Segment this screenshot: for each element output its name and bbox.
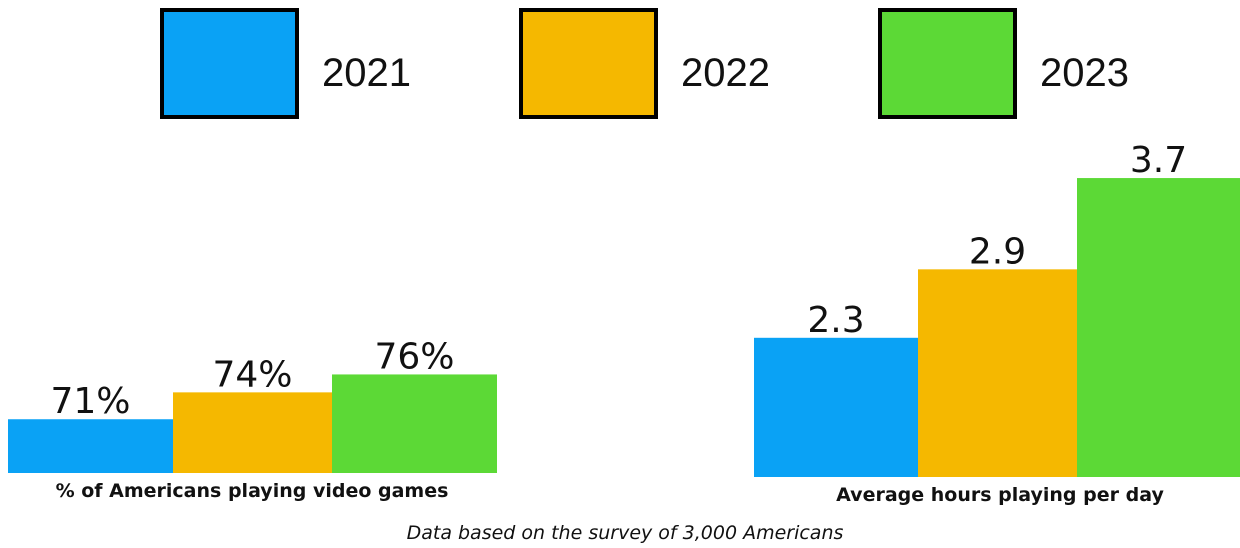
value-label-2022: 74% (212, 354, 292, 395)
value-label-2022: 2.9 (969, 231, 1026, 272)
category-label: Average hours playing per day (836, 484, 1164, 506)
legend-item-2022: 2022 (519, 8, 770, 119)
bar-2021 (8, 419, 173, 473)
bar-2022 (918, 269, 1077, 477)
value-label-2021: 2.3 (807, 300, 864, 341)
legend-swatch-2022 (519, 8, 658, 119)
value-label-2021: 71% (50, 381, 130, 422)
value-label-2023: 76% (374, 336, 454, 377)
category-label: % of Americans playing video games (56, 480, 449, 502)
value-label-2023: 3.7 (1130, 140, 1187, 181)
bar-2023 (1077, 178, 1240, 478)
chart-panels: 71% 74% 76% % of Americans playing video ga… (8, 140, 1240, 506)
legend-item-2021: 2021 (160, 8, 411, 119)
bar-2022 (173, 392, 332, 473)
panel-1: 71% 74% 76% % of Americans playing video ga… (8, 336, 497, 502)
legend-label-2022: 2022 (681, 51, 770, 95)
bar-2023 (332, 374, 497, 473)
legend-label-2023: 2023 (1040, 51, 1129, 95)
legend-item-2023: 2023 (878, 8, 1129, 119)
legend: 2021 2022 2023 (160, 8, 1129, 119)
legend-swatch-2023 (878, 8, 1017, 119)
legend-label-2021: 2021 (322, 51, 411, 95)
footnote: Data based on the survey of 3,000 Americ… (407, 522, 844, 544)
bar-2021 (754, 337, 918, 477)
panel-2: 2.3 2.9 3.7 Average hours playing per day (754, 140, 1240, 506)
legend-swatch-2021 (160, 8, 299, 119)
